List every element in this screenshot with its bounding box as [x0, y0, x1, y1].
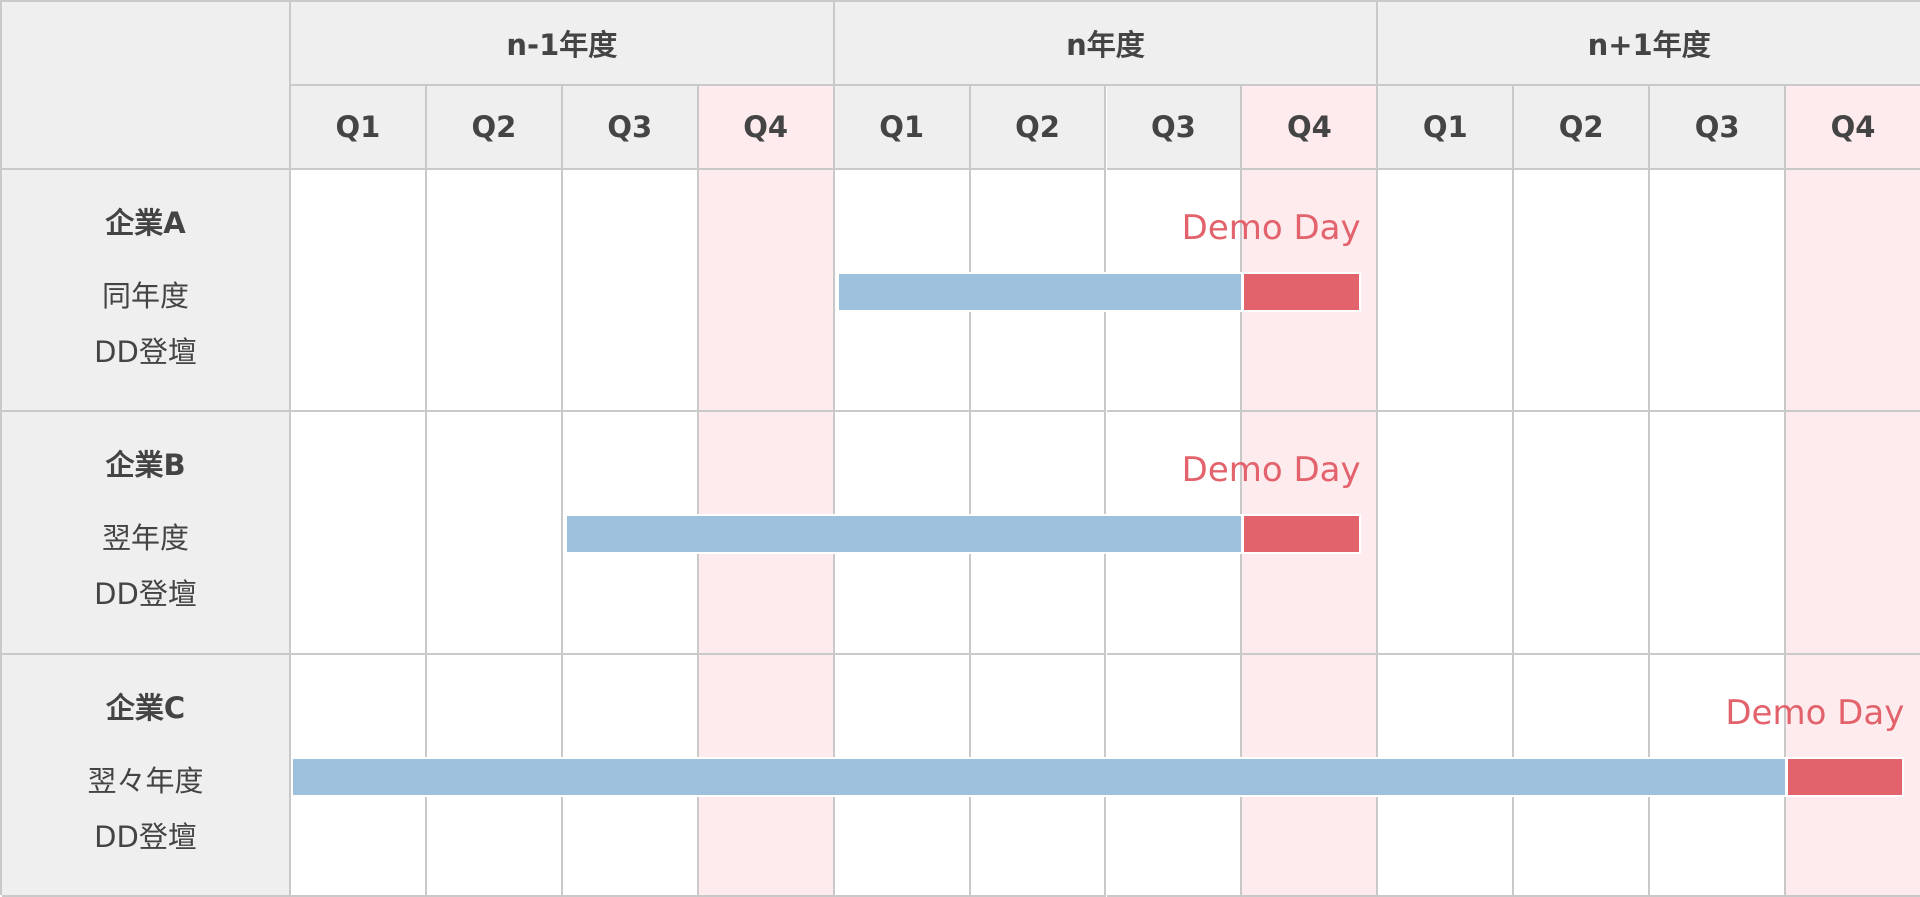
quarter-header: Q4 — [1786, 86, 1920, 170]
demo-day-label: Demo Day — [1181, 208, 1361, 248]
quarter-header: Q1 — [1378, 86, 1515, 170]
quarter-header: Q2 — [426, 86, 563, 170]
year-header: n+1年度 — [1378, 2, 1920, 86]
company-label: 企業A 同年度 DD登壇 — [2, 170, 291, 413]
quarter-header: Q1 — [834, 86, 971, 170]
corner-header — [2, 2, 291, 170]
timeline-cell — [1378, 412, 1515, 655]
company-timing: 同年度 — [101, 279, 189, 314]
timeline-cell — [1786, 170, 1920, 413]
timeline-cell — [426, 170, 563, 413]
company-event: DD登壇 — [94, 335, 197, 370]
demo-day-bar — [1786, 756, 1905, 797]
quarter-header: Q3 — [1106, 86, 1243, 170]
quarter-header: Q4 — [1242, 86, 1379, 170]
quarter-header: Q3 — [562, 86, 699, 170]
timeline-cell — [1514, 412, 1651, 655]
company-timing: 翌年度 — [101, 521, 189, 556]
timeline-cell — [291, 412, 427, 655]
quarter-header: Q4 — [698, 86, 835, 170]
timeline-cell — [426, 412, 563, 655]
timeline-cell — [1650, 170, 1787, 413]
demo-day-bar — [1242, 272, 1361, 312]
preparation-bar — [291, 756, 1788, 797]
company-event: DD登壇 — [94, 819, 197, 854]
company-name: 企業A — [105, 206, 186, 241]
timeline-cell — [562, 170, 699, 413]
demo-day-label: Demo Day — [1181, 450, 1361, 491]
company-label: 企業C 翌々年度 DD登壇 — [2, 654, 291, 897]
year-header: n-1年度 — [291, 2, 835, 86]
company-label: 企業B 翌年度 DD登壇 — [2, 412, 291, 655]
timeline-cell — [1378, 170, 1515, 413]
timeline-cell — [1650, 412, 1787, 655]
company-event: DD登壇 — [94, 577, 197, 612]
timeline-cell — [1786, 412, 1920, 655]
preparation-bar — [836, 272, 1244, 312]
company-timing: 翌々年度 — [87, 763, 204, 798]
quarter-header: Q1 — [291, 86, 427, 170]
quarter-header: Q3 — [1650, 86, 1787, 170]
timeline-cell — [698, 170, 835, 413]
company-name: 企業C — [105, 690, 186, 725]
company-name: 企業B — [105, 448, 186, 483]
timeline-cell — [291, 170, 427, 413]
quarter-header: Q2 — [970, 86, 1107, 170]
demo-day-bar — [1242, 514, 1361, 555]
demo-day-label: Demo Day — [1725, 692, 1905, 733]
quarter-header: Q2 — [1514, 86, 1651, 170]
year-header: n年度 — [834, 2, 1379, 86]
preparation-bar — [564, 514, 1244, 555]
timeline-cell — [1514, 170, 1651, 413]
